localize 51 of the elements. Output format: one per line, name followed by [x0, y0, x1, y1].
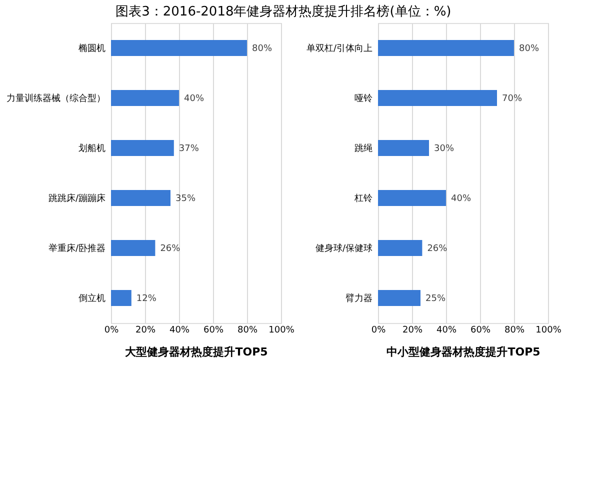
x-tick-label: 80% — [504, 326, 525, 336]
data-label: 37% — [178, 144, 200, 154]
y-tick-label: 单双杠/引体向上 — [306, 43, 372, 54]
x-tick-label: 60% — [203, 326, 224, 336]
x-tick-label: 20% — [402, 326, 423, 336]
y-tick-label: 椭圆机 — [78, 43, 106, 54]
y-tick-label: 跳跳床/蹦蹦床 — [48, 193, 106, 204]
data-label: 40% — [451, 194, 472, 204]
bar — [378, 40, 514, 56]
y-tick-label: 哑铃 — [354, 93, 372, 104]
bar — [111, 90, 179, 106]
x-tick-label: 60% — [470, 326, 491, 336]
x-tick-label: 20% — [135, 326, 156, 336]
bar — [111, 40, 247, 56]
data-label: 40% — [184, 94, 204, 104]
x-axis-title: 中小型健身器材热度提升TOP5 — [386, 346, 540, 358]
bar — [111, 290, 132, 306]
data-label: 25% — [426, 294, 446, 304]
x-tick-label: 100% — [268, 326, 295, 336]
y-tick-label: 倒立机 — [78, 293, 106, 304]
data-label: 80% — [519, 44, 540, 54]
data-label: 26% — [160, 244, 181, 254]
y-tick-label: 杠铃 — [354, 193, 372, 204]
chart-title: 图表3：2016-2018年健身器材热度提升排名榜(单位：%) — [116, 4, 452, 20]
y-tick-label: 跳绳 — [354, 143, 372, 154]
bar — [378, 290, 420, 306]
y-tick-label: 臂力器 — [346, 293, 372, 304]
data-label: 35% — [176, 194, 196, 204]
y-tick-label: 划船机 — [78, 143, 106, 154]
bar — [378, 190, 446, 206]
x-tick-label: 100% — [536, 326, 562, 336]
x-tick-label: 80% — [237, 326, 258, 336]
bar — [378, 90, 497, 106]
x-tick-label: 40% — [169, 326, 190, 336]
x-tick-label: 40% — [436, 326, 457, 336]
data-label: 12% — [136, 294, 157, 304]
bar — [378, 140, 429, 156]
x-tick-label: 0% — [371, 326, 386, 336]
data-label: 26% — [427, 244, 448, 254]
bar — [111, 140, 174, 156]
data-label: 80% — [252, 44, 272, 54]
bar — [111, 240, 156, 256]
bar — [111, 190, 170, 206]
y-tick-label: 举重床/卧推器 — [48, 243, 106, 254]
y-tick-label: 健身球/保健球 — [315, 243, 372, 254]
data-label: 30% — [434, 144, 454, 154]
y-tick-label: 力量训练器械（综合型） — [6, 93, 106, 104]
data-label: 70% — [502, 94, 522, 104]
x-axis-title: 大型健身器材热度提升TOP5 — [125, 346, 268, 358]
bar — [378, 240, 422, 256]
x-tick-label: 0% — [104, 326, 120, 336]
